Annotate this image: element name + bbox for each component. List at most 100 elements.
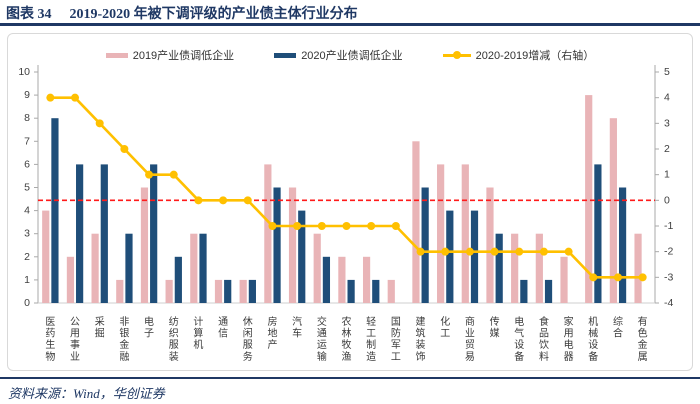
bar <box>239 279 247 303</box>
line-marker <box>638 273 647 282</box>
bar <box>76 164 84 303</box>
bar <box>594 164 602 303</box>
bar <box>190 233 198 303</box>
line-marker <box>120 145 129 153</box>
x-axis-label: 农林牧渔 <box>342 315 352 363</box>
line-marker <box>416 247 425 256</box>
bar <box>560 256 568 303</box>
x-axis-label: 机械设备 <box>588 315 598 363</box>
bar <box>322 256 331 303</box>
legend-item-2019: 2019产业债调低企业 <box>105 47 234 63</box>
line-marker <box>268 222 277 230</box>
x-axis-label: 家用电器 <box>564 315 574 363</box>
line-marker <box>219 196 228 205</box>
x-axis-label: 电子 <box>144 315 154 340</box>
bar <box>298 210 306 303</box>
svg-text:4: 4 <box>24 205 30 217</box>
bar <box>116 279 124 303</box>
bar <box>495 233 503 303</box>
line-marker <box>589 273 598 282</box>
svg-text:1: 1 <box>664 169 670 181</box>
svg-text:-3: -3 <box>664 271 673 283</box>
bar <box>634 233 642 303</box>
svg-text:4: 4 <box>664 92 670 104</box>
line-marker <box>515 247 524 256</box>
bar <box>214 279 223 303</box>
bar <box>248 279 256 303</box>
svg-text:3: 3 <box>664 117 670 129</box>
x-axis-label: 房地产 <box>267 315 277 351</box>
chart-legend: 2019产业债调低企业 2020产业债调低企业 2020-2019增减（右轴） <box>8 47 692 63</box>
x-axis-label: 化工 <box>440 315 450 340</box>
svg-text:8: 8 <box>24 112 30 124</box>
bar <box>347 279 355 303</box>
bar <box>609 118 617 303</box>
legend-label-change: 2020-2019增减（右轴） <box>475 50 595 62</box>
line-marker <box>145 170 154 179</box>
bar <box>618 187 627 303</box>
bar <box>125 233 133 303</box>
svg-text:-1: -1 <box>664 220 673 232</box>
bar <box>150 164 158 303</box>
x-axis-label: 食品饮料 <box>539 315 549 363</box>
legend-swatch-2019 <box>105 52 128 58</box>
svg-text:2: 2 <box>24 251 30 263</box>
bar <box>42 210 50 303</box>
bar <box>437 164 445 303</box>
bar <box>412 141 420 303</box>
bar <box>264 164 272 303</box>
line-marker <box>46 93 55 102</box>
bar <box>372 279 380 303</box>
line-marker <box>367 222 376 230</box>
bar <box>100 164 108 303</box>
bar <box>288 187 297 303</box>
line-marker <box>194 196 203 205</box>
bar <box>224 279 232 303</box>
bar <box>535 233 543 303</box>
line-marker <box>441 247 450 256</box>
y-axis-right-labels: 5 4 3 2 1 0 -1 -2 -3 -4 <box>664 66 673 309</box>
legend-swatch-2020 <box>274 52 297 58</box>
x-axis-label: 电气设备 <box>514 315 524 363</box>
bar <box>313 233 321 303</box>
line-marker <box>564 247 573 256</box>
x-axis-label: 休闲服务 <box>243 316 253 363</box>
figure-caption: 图表 34 2019-2020 年被下调评级的产业债主体行业分布 <box>6 3 698 23</box>
bar <box>585 95 593 303</box>
change-line <box>46 93 647 282</box>
bars-series-0 <box>42 95 642 303</box>
line-marker <box>169 170 178 179</box>
x-axis-label: 传媒 <box>490 316 500 340</box>
bars-series-1 <box>51 118 627 303</box>
svg-text:10: 10 <box>18 66 30 78</box>
line-marker <box>243 196 252 205</box>
bar <box>520 279 528 303</box>
svg-text:5: 5 <box>664 66 670 78</box>
bar <box>199 233 207 303</box>
line-marker <box>465 247 474 256</box>
legend-line-marker-icon <box>442 51 471 59</box>
svg-text:6: 6 <box>24 158 30 170</box>
x-axis-label: 医药生物 <box>45 316 55 363</box>
bar <box>66 256 75 303</box>
svg-text:-4: -4 <box>664 297 673 309</box>
figure-number: 图表 34 <box>6 7 52 22</box>
bar <box>338 256 346 303</box>
bar <box>273 187 281 303</box>
svg-text:9: 9 <box>24 89 30 101</box>
bar <box>174 256 182 303</box>
x-axis-label: 建筑装饰 <box>416 315 426 363</box>
svg-text:0: 0 <box>24 297 30 309</box>
x-axis-label: 计算机 <box>193 315 203 351</box>
svg-text:3: 3 <box>24 228 30 240</box>
x-axis-label: 有色金属 <box>638 315 648 363</box>
svg-text:1: 1 <box>24 274 30 286</box>
line-marker <box>391 222 400 230</box>
bar <box>544 279 553 303</box>
line-marker <box>293 222 302 230</box>
footer-divider <box>0 377 700 379</box>
x-axis-label: 轻工制造 <box>366 315 376 363</box>
line-marker <box>490 247 499 256</box>
x-axis-label: 公用事业 <box>70 317 80 363</box>
